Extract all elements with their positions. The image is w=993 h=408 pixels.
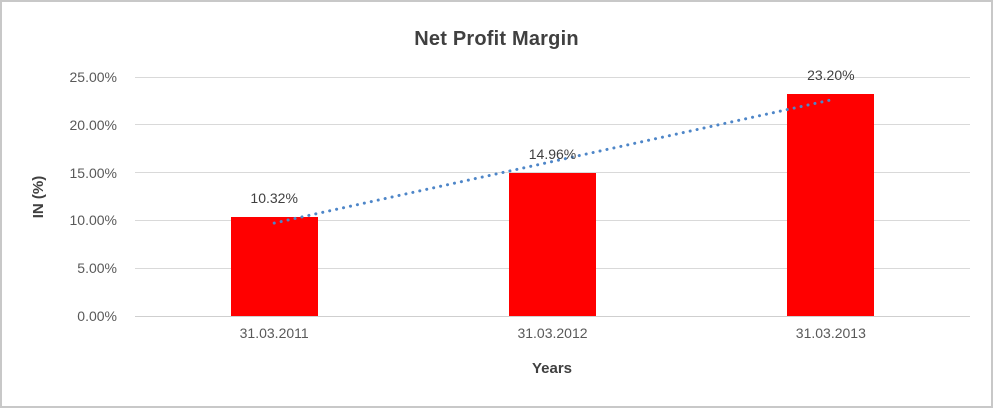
y-tick-label: 20.00%: [69, 116, 117, 133]
trendline: [272, 98, 833, 225]
bar: [230, 217, 318, 316]
bar: [787, 94, 875, 316]
gridline: [135, 172, 970, 174]
gridline: [135, 124, 970, 126]
y-tick-label: 0.00%: [77, 308, 117, 324]
y-tick-label: 10.00%: [69, 212, 117, 229]
y-tick-label: 15.00%: [69, 164, 117, 181]
trendline-dotted-line: [272, 98, 833, 225]
gridline: [135, 315, 970, 317]
plot-area: 0.00% 5.00% 10.00% 15.00% 20.00% 25.00% 10.32%…: [70, 67, 970, 341]
data-label: 14.96%: [528, 145, 577, 162]
x-tick-label: 31.03.2011: [239, 325, 309, 341]
x-axis-title: Years: [531, 360, 573, 377]
y-tick-label: 5.00%: [77, 260, 117, 277]
x-tick-label: 31.03.2012: [517, 325, 588, 341]
data-label: 23.20%: [807, 67, 855, 84]
data-label: 10.32%: [250, 190, 298, 207]
y-axis-title: IN (%): [30, 175, 47, 219]
y-tick-label: 25.00%: [69, 69, 117, 85]
x-tick-label: 31.03.2013: [795, 325, 866, 341]
gridline: [135, 76, 970, 78]
chart-title: Net Profit Margin: [414, 28, 579, 50]
bar: [509, 172, 596, 316]
